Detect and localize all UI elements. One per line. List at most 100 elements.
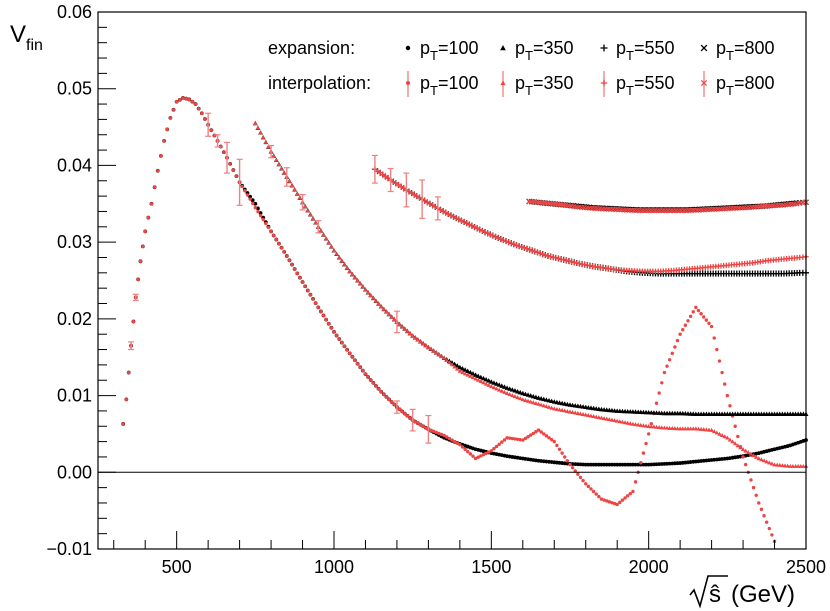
data-point <box>723 382 727 386</box>
data-point <box>563 455 567 459</box>
legend-marker-expansion-2 <box>600 44 608 52</box>
data-point <box>709 427 714 432</box>
data-point <box>256 209 260 214</box>
data-point <box>316 305 320 310</box>
data-point <box>515 389 521 394</box>
data-point <box>222 150 226 154</box>
data-point <box>366 375 370 379</box>
data-point <box>420 341 426 346</box>
data-point <box>785 463 790 468</box>
data-point <box>463 447 467 451</box>
data-point <box>190 100 195 104</box>
data-point <box>503 238 509 244</box>
data-point <box>327 322 331 326</box>
data-point <box>494 386 499 391</box>
data-point <box>622 420 628 425</box>
data-point <box>483 376 489 382</box>
data-point <box>557 407 562 412</box>
data-point <box>468 452 473 456</box>
data-point <box>397 322 402 326</box>
data-point <box>300 280 305 284</box>
data-point <box>756 456 762 461</box>
data-point <box>562 408 567 413</box>
data-point <box>355 278 360 283</box>
data-point <box>732 441 738 446</box>
data-point <box>557 447 562 451</box>
data-point <box>743 448 748 453</box>
data-point <box>757 501 761 505</box>
data-point <box>168 116 173 120</box>
data-point <box>691 310 695 314</box>
data-point <box>512 394 518 399</box>
data-point <box>515 395 520 400</box>
x-tick-label: 1500 <box>471 557 511 577</box>
data-point <box>350 272 355 277</box>
data-point <box>586 484 591 489</box>
data-point <box>310 216 316 221</box>
data-point <box>741 455 745 459</box>
legend-entry-prefix: p <box>616 38 626 58</box>
data-point <box>615 462 620 467</box>
data-point <box>428 346 434 351</box>
data-point <box>681 328 685 332</box>
data-point <box>639 460 643 465</box>
data-point <box>295 271 299 276</box>
y-tick-label: 0.01 <box>57 386 92 406</box>
data-point <box>484 230 491 237</box>
data-point <box>507 436 512 440</box>
data-point <box>665 364 669 368</box>
y-tick-label: −0.01 <box>46 539 92 559</box>
data-point <box>722 434 727 439</box>
data-point <box>263 139 269 144</box>
data-point <box>638 422 644 427</box>
data-point <box>277 241 281 246</box>
data-point <box>279 246 284 250</box>
data-point <box>631 489 635 494</box>
data-point <box>491 385 497 390</box>
data-point <box>162 139 166 143</box>
data-point <box>363 372 368 376</box>
series-interpolation-1 <box>121 96 777 544</box>
data-point <box>531 400 536 405</box>
data-point <box>610 462 614 467</box>
data-point <box>308 292 313 297</box>
data-point <box>271 233 276 238</box>
data-point <box>399 324 405 329</box>
y-tick-label: 0.03 <box>57 232 92 252</box>
data-point <box>751 485 756 490</box>
data-point <box>633 422 638 427</box>
data-point <box>494 381 500 386</box>
data-point <box>500 237 507 243</box>
data-point <box>662 370 667 375</box>
data-point <box>415 337 421 342</box>
data-point <box>610 501 614 505</box>
data-point <box>413 335 418 340</box>
data-point <box>473 372 479 377</box>
legend-entry-interpolation-2: pT=550 <box>616 73 675 98</box>
legend-entry-sub: T <box>430 83 438 98</box>
data-point <box>693 426 699 431</box>
data-point <box>578 411 583 416</box>
data-point <box>515 437 520 441</box>
data-point <box>488 379 494 384</box>
data-point <box>654 401 659 405</box>
data-point <box>418 423 423 427</box>
data-point <box>605 499 609 503</box>
data-point <box>455 366 460 371</box>
data-point <box>200 111 204 115</box>
legend-entry-prefix: p <box>716 38 726 58</box>
data-point <box>261 217 265 222</box>
data-point <box>513 242 520 248</box>
data-point <box>501 384 507 389</box>
data-point <box>342 344 347 348</box>
data-point <box>499 383 505 388</box>
data-point <box>523 436 528 441</box>
data-point <box>594 414 599 419</box>
data-point <box>594 462 599 467</box>
data-point <box>607 417 612 422</box>
data-point <box>441 355 447 360</box>
data-point <box>609 417 615 422</box>
data-point <box>358 365 362 369</box>
data-point <box>203 117 207 121</box>
data-point <box>156 169 160 173</box>
